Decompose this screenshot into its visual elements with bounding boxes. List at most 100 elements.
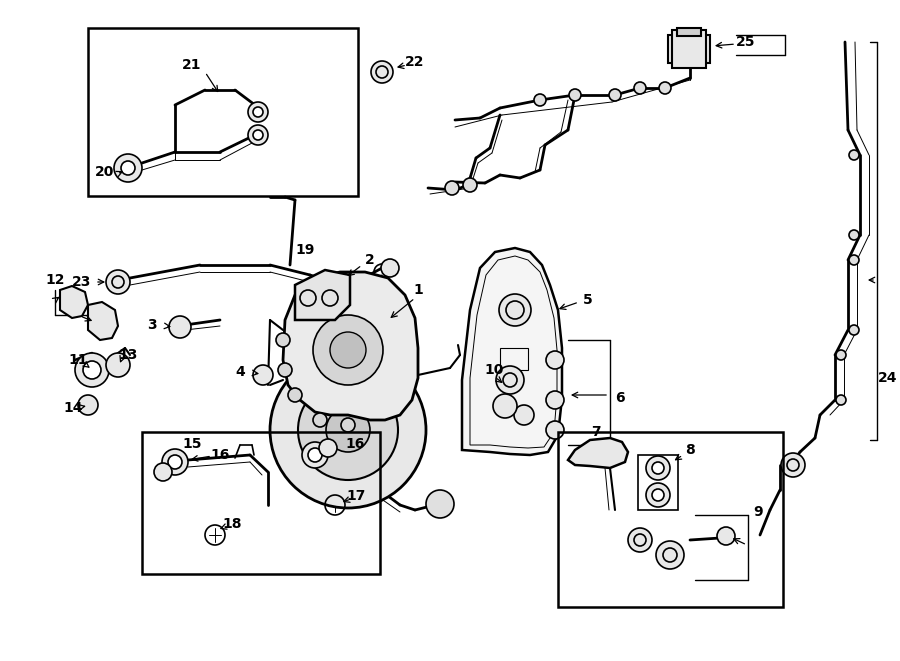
Text: 14: 14 [63,401,83,415]
Circle shape [849,255,859,265]
Circle shape [330,332,366,368]
Circle shape [253,107,263,117]
Text: 4: 4 [235,365,245,379]
Circle shape [248,102,268,122]
Circle shape [426,490,454,518]
Bar [677,28,701,36]
Polygon shape [283,272,418,420]
Polygon shape [88,302,118,340]
Circle shape [313,413,327,427]
Circle shape [546,421,564,439]
Circle shape [496,366,524,394]
Text: 25: 25 [736,35,756,49]
Circle shape [646,456,670,480]
Circle shape [106,353,130,377]
Bar [668,35,710,63]
Circle shape [114,154,142,182]
Circle shape [106,270,130,294]
Circle shape [248,125,268,145]
Circle shape [569,89,581,101]
Text: 3: 3 [148,318,157,332]
Text: 12: 12 [45,273,65,287]
Polygon shape [462,248,562,455]
Text: 1: 1 [413,283,423,297]
Text: 16: 16 [346,437,365,451]
Circle shape [308,448,322,462]
Circle shape [253,365,273,385]
Circle shape [276,333,290,347]
Text: 18: 18 [222,517,242,531]
Polygon shape [295,270,350,320]
Text: 10: 10 [484,363,504,377]
Circle shape [628,528,652,552]
Text: 7: 7 [591,425,601,439]
Circle shape [609,89,621,101]
Circle shape [546,351,564,369]
Circle shape [298,380,398,480]
Circle shape [78,395,98,415]
Bar [638,455,678,510]
Circle shape [381,259,399,277]
Circle shape [278,363,292,377]
Circle shape [302,442,328,468]
Circle shape [849,325,859,335]
Circle shape [371,61,393,83]
Circle shape [836,350,846,360]
Circle shape [646,483,670,507]
Polygon shape [568,438,628,468]
Text: 13: 13 [118,348,138,362]
Circle shape [326,408,370,452]
Circle shape [162,449,188,475]
Circle shape [781,453,805,477]
Circle shape [493,394,517,418]
Bar [88,28,358,196]
Circle shape [717,527,735,545]
Bar [500,348,528,370]
Text: 23: 23 [72,275,92,289]
Text: 17: 17 [346,489,365,503]
Text: 6: 6 [616,391,625,405]
Text: 16: 16 [211,448,230,462]
Bar [558,432,783,607]
Circle shape [445,181,459,195]
Circle shape [75,353,109,387]
Circle shape [652,462,664,474]
Circle shape [634,82,646,94]
Text: 15: 15 [182,437,202,451]
Circle shape [849,150,859,160]
Text: 11: 11 [68,353,88,367]
Circle shape [253,130,263,140]
Circle shape [121,161,135,175]
Bar [672,30,706,68]
Circle shape [169,316,191,338]
Circle shape [546,391,564,409]
Circle shape [270,352,426,508]
Circle shape [463,178,477,192]
Circle shape [341,418,355,432]
Text: 24: 24 [878,371,898,385]
Circle shape [652,489,664,501]
Circle shape [288,388,302,402]
Circle shape [168,455,182,469]
Text: 9: 9 [753,505,763,519]
Circle shape [319,439,337,457]
Text: 21: 21 [182,58,202,72]
Circle shape [154,463,172,481]
Text: 5: 5 [583,293,593,307]
Bar [142,432,380,574]
Polygon shape [60,286,88,318]
Circle shape [836,395,846,405]
Text: 19: 19 [295,243,315,257]
Text: 20: 20 [95,165,114,179]
Circle shape [499,294,531,326]
Text: 2: 2 [365,253,375,267]
Circle shape [83,361,101,379]
Circle shape [313,315,383,385]
Circle shape [534,94,546,106]
Circle shape [849,230,859,240]
Circle shape [659,82,671,94]
Text: 8: 8 [685,443,695,457]
Circle shape [656,541,684,569]
Circle shape [514,405,534,425]
Text: 22: 22 [405,55,425,69]
